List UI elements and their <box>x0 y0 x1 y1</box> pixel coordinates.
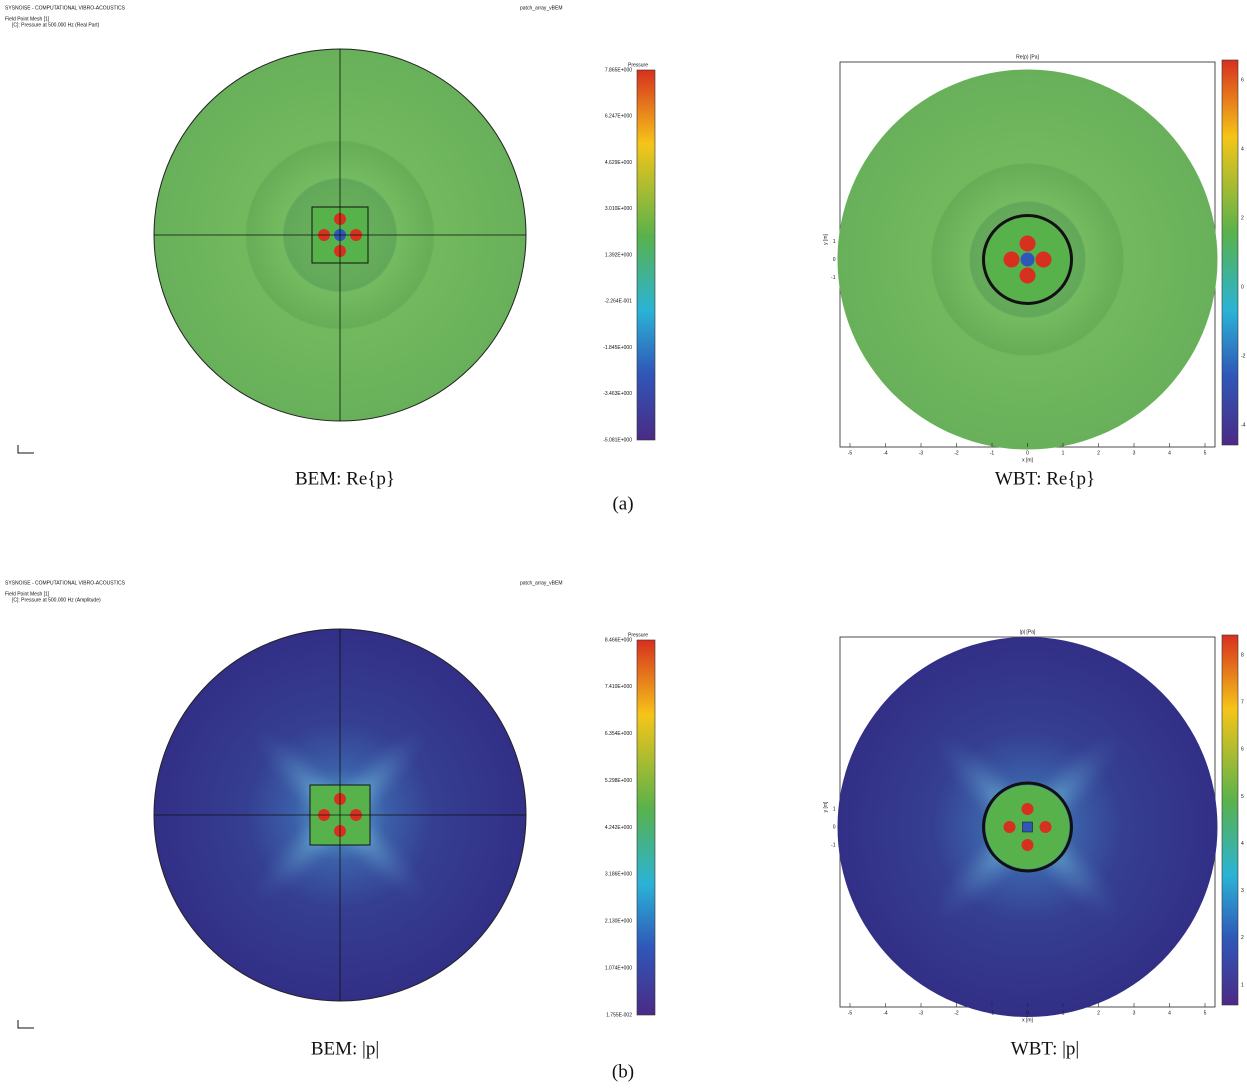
x-tick-label: -5 <box>848 1010 853 1016</box>
colorbar-tick-label: 1.074E+000 <box>605 965 632 971</box>
x-tick-label: 0 <box>1026 450 1029 456</box>
y-tick-label: -1 <box>831 275 836 281</box>
wbt-title: Re(p) [Pa] <box>1016 54 1039 60</box>
software-name: SYSNOISE - COMPUTATIONAL VIBRO-ACOUSTICS <box>5 580 126 586</box>
field-spot <box>1021 253 1035 267</box>
y-tick-label: -1 <box>831 842 836 848</box>
y-tick-label: 0 <box>833 257 836 263</box>
colorbar-tick-label: 8 <box>1241 652 1244 658</box>
colorbar <box>1222 60 1238 445</box>
x-tick-label: 4 <box>1168 1010 1171 1016</box>
colorbar-tick-label: 1.755E-002 <box>606 1012 632 1018</box>
x-tick-label: 2 <box>1097 1010 1100 1016</box>
colorbar-tick-label: -2 <box>1241 353 1246 359</box>
field-spot <box>1020 236 1036 252</box>
x-axis-label: x [m] <box>1022 1017 1033 1023</box>
y-axis-label: y [m] <box>823 801 829 812</box>
x-tick-label: 1 <box>1062 450 1065 456</box>
colorbar-tick-label: 1.392E+000 <box>605 252 632 258</box>
colorbar-tick-label: 0 <box>1241 284 1244 290</box>
model-name: patch_array_vBEM <box>520 5 563 11</box>
colorbar-tick-label: 3.186E+000 <box>605 872 632 878</box>
y-tick-label: 1 <box>833 806 836 812</box>
y-axis-label: y [m] <box>823 233 829 244</box>
colorbar-tick-label: 5 <box>1241 794 1244 800</box>
colorbar-tick-label: 3.010E+000 <box>605 206 632 212</box>
field-spot <box>1022 803 1034 815</box>
colorbar-tick-label: 8.466E+000 <box>605 637 632 643</box>
colorbar-tick-label: -2.264E-001 <box>604 299 632 305</box>
colorbar <box>637 70 655 440</box>
wbt-title: |p| [Pa] <box>1020 629 1036 635</box>
x-tick-label: -5 <box>848 450 853 456</box>
x-tick-label: 1 <box>1062 1010 1065 1016</box>
colorbar-tick-label: 2.130E+000 <box>605 919 632 925</box>
colorbar-tick-label: 6.354E+000 <box>605 731 632 737</box>
result-name: [C]: Pressure at 500.000 Hz (Real Part) <box>12 22 100 28</box>
colorbar-tick-label: -3.463E+000 <box>603 391 632 397</box>
caption: BEM: |p| <box>311 1038 379 1059</box>
y-tick-label: 0 <box>833 824 836 830</box>
x-tick-label: -1 <box>990 450 995 456</box>
x-axis-label: x [m] <box>1022 457 1033 463</box>
x-tick-label: 4 <box>1168 450 1171 456</box>
colorbar-tick-label: 6 <box>1241 747 1244 753</box>
x-tick-label: -3 <box>919 450 924 456</box>
colorbar-tick-label: -1.845E+000 <box>603 345 632 351</box>
colorbar-tick-label: 5.298E+000 <box>605 778 632 784</box>
caption: WBT: Re{p} <box>995 468 1095 489</box>
model-name: patch_array_vBEM <box>520 580 563 586</box>
x-tick-label: 0 <box>1026 1010 1029 1016</box>
x-tick-label: -4 <box>883 1010 888 1016</box>
field-spot <box>1036 252 1052 268</box>
colorbar-tick-label: 3 <box>1241 888 1244 894</box>
triad-icon <box>18 445 34 453</box>
colorbar-tick-label: 4.629E+000 <box>605 160 632 166</box>
figure: SYSNOISE - COMPUTATIONAL VIBRO-ACOUSTICS… <box>0 0 1247 1090</box>
x-tick-label: -4 <box>883 450 888 456</box>
field-spot <box>1040 821 1052 833</box>
x-tick-label: 3 <box>1133 450 1136 456</box>
colorbar-tick-label: 6.247E+000 <box>605 114 632 120</box>
x-tick-label: 3 <box>1133 1010 1136 1016</box>
panel-label: (a) <box>612 493 633 514</box>
colorbar-tick-label: 4.242E+000 <box>605 825 632 831</box>
colorbar-tick-label: 7 <box>1241 699 1244 705</box>
x-tick-label: 2 <box>1097 450 1100 456</box>
x-tick-label: -2 <box>954 1010 959 1016</box>
field-spot <box>1004 252 1020 268</box>
y-tick-label: 1 <box>833 239 836 245</box>
x-tick-label: 5 <box>1204 450 1207 456</box>
colorbar <box>637 640 655 1015</box>
colorbar-tick-label: 1 <box>1241 982 1244 988</box>
colorbar-tick-label: 7.865E+000 <box>605 67 632 73</box>
colorbar <box>1222 635 1238 1005</box>
field-spot <box>1004 821 1016 833</box>
colorbar-tick-label: 7.410E+000 <box>605 684 632 690</box>
colorbar-tick-label: 2 <box>1241 215 1244 221</box>
colorbar-tick-label: 6 <box>1241 77 1244 83</box>
panel-label: (b) <box>612 1061 634 1082</box>
software-name: SYSNOISE - COMPUTATIONAL VIBRO-ACOUSTICS <box>5 5 126 11</box>
colorbar-tick-label: -4 <box>1241 422 1246 428</box>
triad-icon <box>18 1020 34 1028</box>
caption: WBT: |p| <box>1011 1038 1079 1059</box>
x-tick-label: -2 <box>954 450 959 456</box>
colorbar-tick-label: 2 <box>1241 935 1244 941</box>
x-tick-label: -3 <box>919 1010 924 1016</box>
x-tick-label: -1 <box>990 1010 995 1016</box>
colorbar-tick-label: 4 <box>1241 146 1244 152</box>
field-spot <box>1022 839 1034 851</box>
colorbar-tick-label: -5.081E+000 <box>603 437 632 443</box>
page: SYSNOISE - COMPUTATIONAL VIBRO-ACOUSTICS… <box>0 0 1247 1090</box>
colorbar-tick-label: 4 <box>1241 841 1244 847</box>
x-tick-label: 5 <box>1204 1010 1207 1016</box>
patch-center <box>1023 822 1033 832</box>
caption: BEM: Re{p} <box>295 468 395 489</box>
field-spot <box>1020 268 1036 284</box>
result-name: [C]: Pressure at 500.000 Hz (Amplitude) <box>12 597 101 603</box>
